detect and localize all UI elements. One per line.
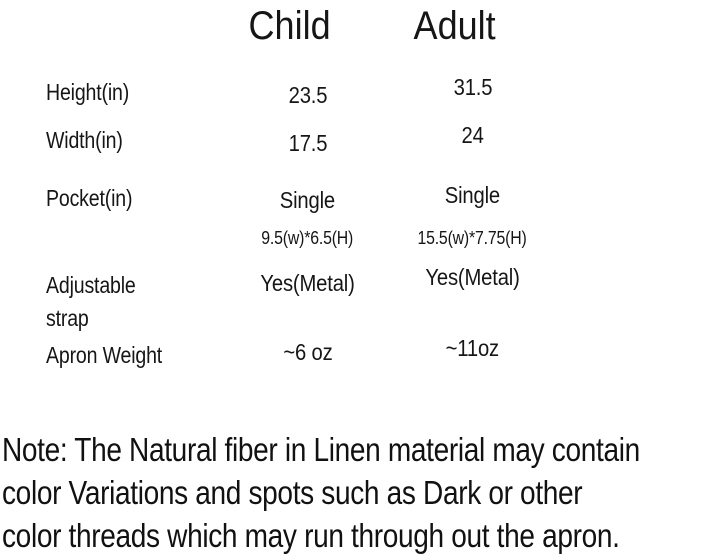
column-header-adult: Adult [390,6,520,46]
column-header-child-label: Child [248,4,332,48]
row-label-height: Height(in) [46,79,130,105]
column-header-adult-label: Adult [413,4,497,48]
value-pocket-size-child: 9.5(w)*6.5(H) [261,228,354,248]
value-strap-child: Yes(Metal) [260,270,355,296]
value-pocket-size-adult: 15.5(w)*7.75(H) [417,228,528,248]
row-label-pocket: Pocket(in) [46,185,133,211]
material-note-line-2: color Variations and spots such as Dark … [2,474,583,511]
material-note-line-1: Note: The Natural fiber in Linen materia… [2,431,640,468]
row-label-width: Width(in) [46,127,123,153]
column-header-child: Child [225,6,355,46]
value-height-child: 23.5 [288,82,327,108]
value-width-child: 17.5 [288,130,327,156]
material-note-line-3: color threads which may run through out … [2,517,620,554]
material-note: Note: The Natural fiber in Linen materia… [2,428,720,557]
value-pocket-adult: Single [444,182,501,208]
value-strap-adult: Yes(Metal) [425,264,520,290]
value-weight-child: ~6 oz [282,339,333,365]
value-width-adult: 24 [461,122,484,148]
value-height-adult: 31.5 [453,74,492,100]
value-pocket-child: Single [279,187,336,213]
row-label-adjustable-strap: Adjustable strap [46,272,136,331]
value-weight-adult: ~11oz [445,335,500,361]
row-label-apron-weight: Apron Weight [46,342,163,368]
